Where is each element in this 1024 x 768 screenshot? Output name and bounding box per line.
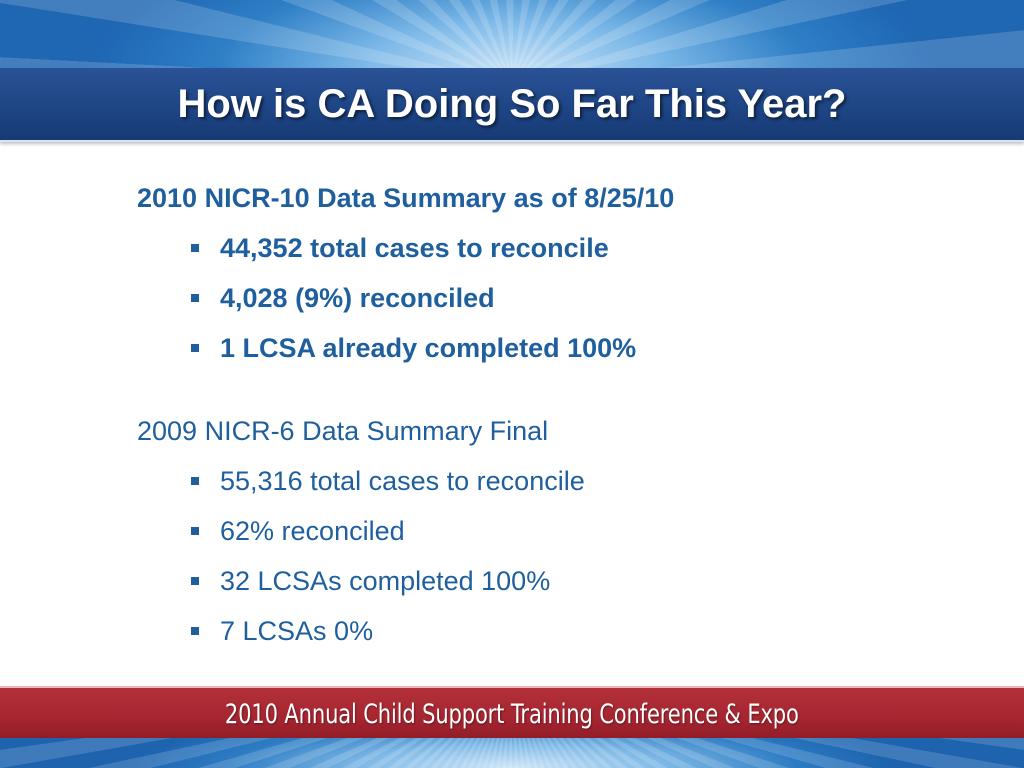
bullet-item: 7 LCSAs 0%	[137, 613, 957, 649]
footer-conference-title: 2010 Annual Child Support Training Confe…	[225, 698, 799, 730]
square-bullet-icon	[191, 577, 199, 585]
bullet-item: 44,352 total cases to reconcile	[137, 230, 957, 266]
square-bullet-icon	[191, 344, 199, 352]
bullet-text: 4,028 (9%) reconciled	[220, 283, 495, 313]
bullet-text: 55,316 total cases to reconcile	[220, 466, 585, 496]
bullet-text: 32 LCSAs completed 100%	[220, 566, 551, 596]
bullet-item: 4,028 (9%) reconciled	[137, 280, 957, 316]
bullet-text: 62% reconciled	[220, 516, 405, 546]
top-sunburst-decoration	[0, 0, 1024, 70]
bullet-text: 44,352 total cases to reconcile	[220, 233, 609, 263]
square-bullet-icon	[191, 294, 199, 302]
bullet-item: 55,316 total cases to reconcile	[137, 463, 957, 499]
square-bullet-icon	[191, 527, 199, 535]
title-band: How is CA Doing So Far This Year?	[0, 68, 1024, 142]
bullet-text: 7 LCSAs 0%	[220, 616, 374, 646]
section-2009-summary: 2009 NICR-6 Data Summary Final 55,316 to…	[137, 413, 957, 649]
bullet-item: 1 LCSA already completed 100%	[137, 330, 957, 366]
square-bullet-icon	[191, 244, 199, 252]
section-2010-bullet-list: 44,352 total cases to reconcile 4,028 (9…	[137, 230, 957, 366]
bottom-sunburst-decoration	[0, 738, 1024, 768]
slide-title: How is CA Doing So Far This Year?	[177, 81, 847, 126]
section-spacer	[137, 366, 957, 413]
bullet-item: 32 LCSAs completed 100%	[137, 563, 957, 599]
section-2009-heading: 2009 NICR-6 Data Summary Final	[137, 416, 549, 446]
section-2010-summary: 2010 NICR-10 Data Summary as of 8/25/10 …	[137, 180, 957, 366]
section-2010-heading: 2010 NICR-10 Data Summary as of 8/25/10	[137, 183, 675, 213]
bullet-text: 1 LCSA already completed 100%	[220, 333, 637, 363]
bullet-item: 62% reconciled	[137, 513, 957, 549]
footer-banner: 2010 Annual Child Support Training Confe…	[0, 686, 1024, 740]
square-bullet-icon	[191, 477, 199, 485]
square-bullet-icon	[191, 627, 199, 635]
section-2009-bullet-list: 55,316 total cases to reconcile 62% reco…	[137, 463, 957, 649]
slide-content: 2010 NICR-10 Data Summary as of 8/25/10 …	[137, 180, 957, 649]
